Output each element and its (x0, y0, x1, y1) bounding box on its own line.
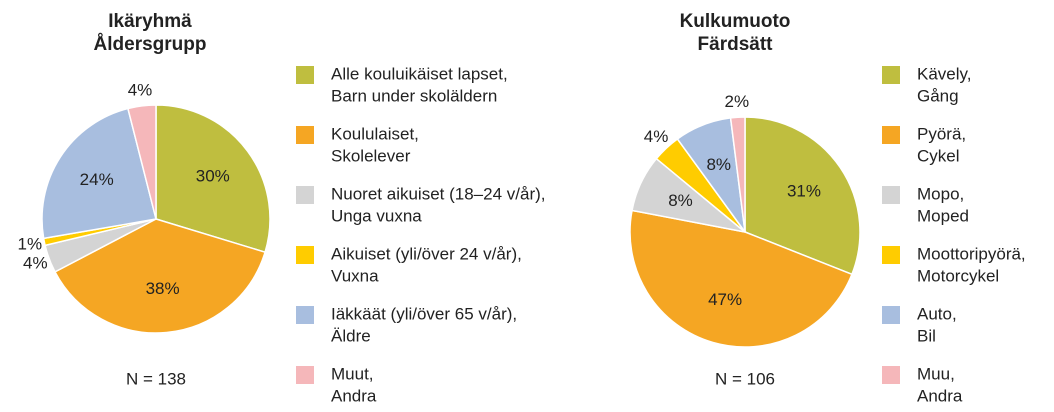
legend-swatch (296, 66, 314, 84)
legend-swatch (882, 306, 900, 324)
legend-label: Andra (917, 386, 963, 405)
data-label: 4% (644, 127, 669, 146)
legend-label: Vuxna (331, 266, 379, 285)
legend-label: Skolelever (331, 146, 411, 165)
legend-label: Alle kouluikäiset lapset, (331, 64, 508, 83)
chart-subtitle: Åldersgrupp (94, 34, 207, 55)
data-label: 4% (23, 254, 48, 273)
legend-swatch (296, 366, 314, 384)
legend-swatch (882, 66, 900, 84)
legend-label: Moottoripyörä, (917, 244, 1026, 263)
pie-slice (629, 209, 853, 348)
annotation: N = 106 (715, 369, 775, 388)
legend-label: Auto, (917, 304, 957, 323)
legend-label: Koululaiset, (331, 124, 419, 143)
legend-label: Motorcykel (917, 266, 999, 285)
legend-swatch (882, 366, 900, 384)
legend-label: Iäkkäät (yli/över 65 v/år), (331, 304, 517, 323)
legend-label: Pyörä, (917, 124, 966, 143)
legend-label: Kävely, (917, 64, 972, 83)
legend-label: Mopo, (917, 184, 964, 203)
legend-label: Nuoret aikuiset (18–24 v/år), (331, 184, 546, 203)
annotation: N = 138 (126, 369, 186, 388)
pie-slice (744, 116, 861, 276)
data-label: 24% (80, 170, 114, 189)
chart-title: Ikäryhmä (108, 11, 192, 32)
legend-label: Cykel (917, 146, 960, 165)
legend-label: Äldre (331, 326, 371, 345)
legend-label: Moped (917, 206, 969, 225)
legend-swatch (882, 186, 900, 204)
legend-label: Unga vuxna (331, 206, 422, 225)
data-label: 4% (128, 81, 153, 100)
legend-swatch (296, 186, 314, 204)
data-label: 8% (668, 191, 693, 210)
legend-label: Bil (917, 326, 936, 345)
data-label: 31% (787, 181, 821, 200)
data-label: 8% (706, 155, 731, 174)
data-label: 47% (708, 290, 742, 309)
data-label: 38% (146, 279, 180, 298)
data-label: 1% (18, 234, 43, 253)
pie-slice (155, 104, 271, 254)
legend-swatch (296, 246, 314, 264)
chart-subtitle: Färdsätt (698, 34, 774, 55)
legend-label: Gång (917, 86, 959, 105)
pie-slice (127, 104, 157, 220)
legend-label: Muut, (331, 364, 374, 383)
legend-swatch (296, 126, 314, 144)
pie-slice (53, 218, 266, 334)
pie-slice (41, 107, 157, 240)
chart-title: Kulkumuoto (680, 11, 791, 32)
legend-swatch (296, 306, 314, 324)
legend-label: Muu, (917, 364, 955, 383)
legend-swatch (882, 126, 900, 144)
legend-swatch (882, 246, 900, 264)
data-label: 2% (725, 92, 750, 111)
data-label: 30% (196, 166, 230, 185)
legend-label: Barn under skoläldern (331, 86, 497, 105)
pie-slice (729, 116, 746, 233)
legend-label: Aikuiset (yli/över 24 v/år), (331, 244, 522, 263)
legend-label: Andra (331, 386, 377, 405)
